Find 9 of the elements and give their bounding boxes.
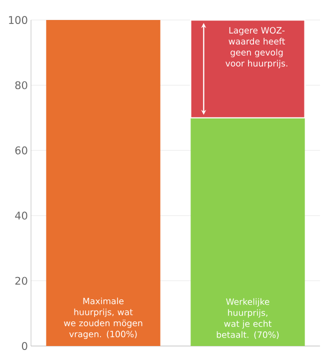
y-tick-label: 20: [15, 276, 28, 285]
y-tick-label: 0: [22, 342, 28, 350]
data-label: Lagere WOZ-waarde heeft geen gevolg voor huurprijs.: [226, 27, 288, 68]
data-label: Werkelijke huurprijs, wat je echt betaalt. (70%): [216, 298, 279, 339]
y-tick-label: 80: [15, 81, 28, 90]
y-tick-label: 40: [15, 212, 28, 220]
y-tick-label: 60: [15, 146, 28, 154]
y-tick-label: 100: [9, 16, 28, 24]
data-label: Maximale huurprijs, wat we zouden mögen vragen. (100%): [64, 298, 142, 339]
